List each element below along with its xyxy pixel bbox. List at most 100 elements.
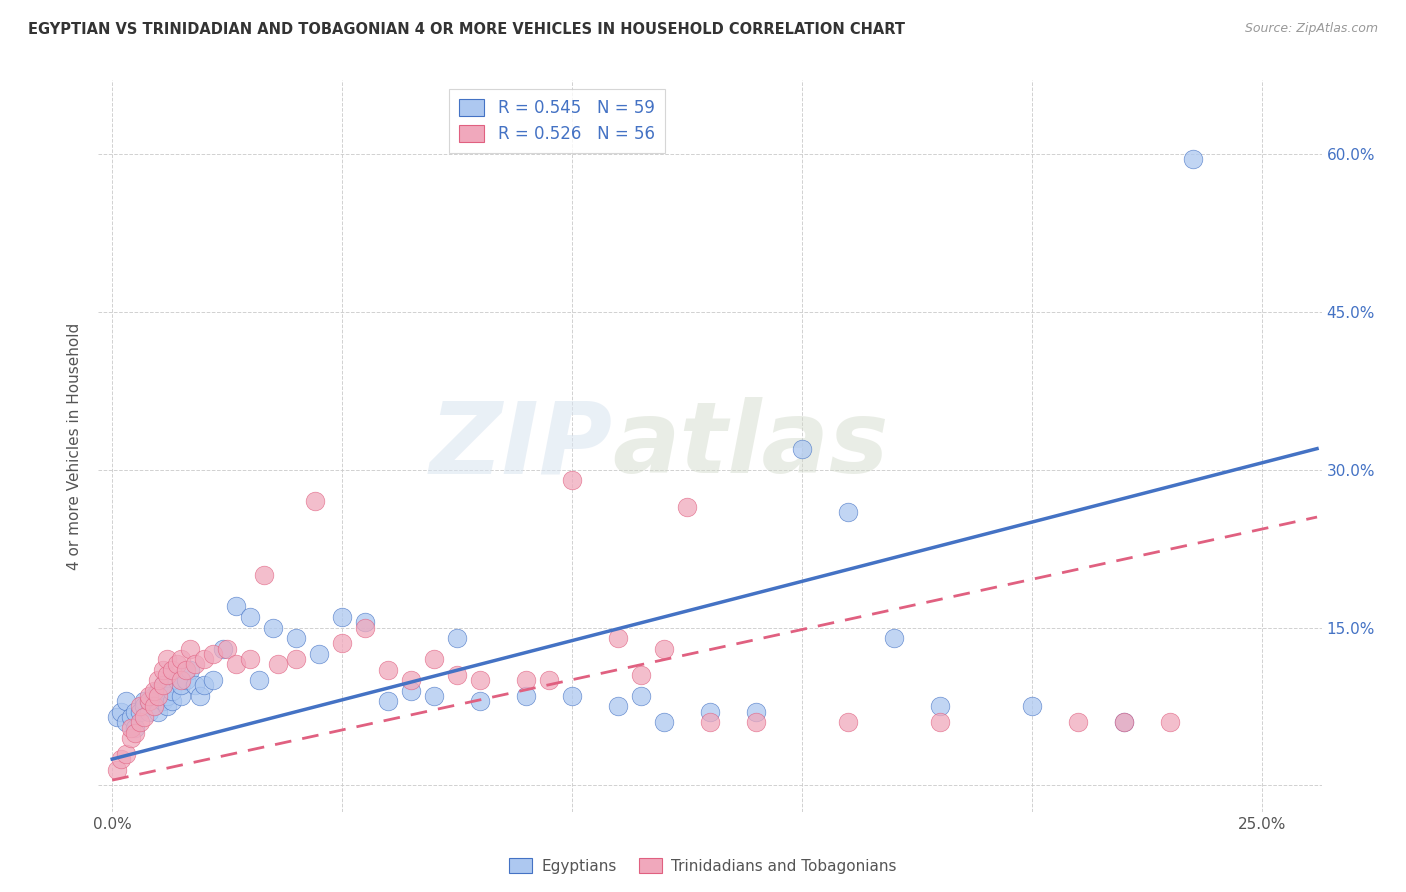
Point [124,726,146,740]
Point [152,694,174,708]
Point [170,689,193,703]
Legend: Egyptians, Trinidadians and Tobagonians: Egyptians, Trinidadians and Tobagonians [503,852,903,880]
Point [156,689,179,703]
Point [790,442,813,456]
Point [1112,715,1135,730]
Point [211,641,233,656]
Point [152,678,174,692]
Point [115,694,138,708]
Point [156,668,179,682]
Point [247,673,270,688]
Point [105,763,128,777]
Point [423,689,446,703]
Point [152,678,174,692]
Point [138,705,160,719]
Point [134,699,156,714]
Point [837,505,859,519]
Point [142,699,165,714]
Point [174,673,197,688]
Point [202,673,225,688]
Point [142,699,165,714]
Point [156,652,179,666]
Point [156,699,179,714]
Point [1067,715,1090,730]
Point [174,663,197,677]
Point [142,689,165,703]
Text: Source: ZipAtlas.com: Source: ZipAtlas.com [1244,22,1378,36]
Point [138,689,160,703]
Point [630,668,652,682]
Point [193,678,215,692]
Point [745,715,768,730]
Point [105,710,128,724]
Point [304,494,326,508]
Legend: R = 0.545   N = 59, R = 0.526   N = 56: R = 0.545 N = 59, R = 0.526 N = 56 [450,88,665,153]
Point [160,694,183,708]
Point [184,678,207,692]
Point [745,705,768,719]
Point [354,621,377,635]
Point [142,683,165,698]
Point [1021,699,1043,714]
Point [837,715,859,730]
Point [124,721,146,735]
Point [128,705,150,719]
Point [184,657,207,672]
Point [166,657,188,672]
Point [929,699,952,714]
Point [699,715,721,730]
Point [160,683,183,698]
Point [120,731,142,745]
Point [262,621,284,635]
Point [399,683,422,698]
Text: EGYPTIAN VS TRINIDADIAN AND TOBAGONIAN 4 OR MORE VEHICLES IN HOUSEHOLD CORRELATI: EGYPTIAN VS TRINIDADIAN AND TOBAGONIAN 4… [28,22,905,37]
Point [308,647,330,661]
Point [110,705,132,719]
Point [377,663,399,677]
Point [330,610,353,624]
Point [652,641,675,656]
Point [239,610,262,624]
Point [148,705,170,719]
Point [515,673,537,688]
Point [193,652,215,666]
Point [377,694,399,708]
Point [124,705,146,719]
Point [1112,715,1135,730]
Point [138,694,160,708]
Point [179,663,201,677]
Point [330,636,353,650]
Point [148,683,170,698]
Point [179,641,201,656]
Point [138,694,160,708]
Point [217,641,239,656]
Point [115,715,138,730]
Point [1181,152,1204,166]
Point [699,705,721,719]
Point [128,715,150,730]
Point [285,631,308,645]
Point [607,699,630,714]
Point [170,673,193,688]
Point [166,673,188,688]
Point [423,652,446,666]
Point [253,568,276,582]
Point [561,689,583,703]
Point [607,631,630,645]
Point [285,652,308,666]
Point [468,694,491,708]
Point [354,615,377,630]
Y-axis label: 4 or more Vehicles in Household: 4 or more Vehicles in Household [67,322,83,570]
Point [152,663,174,677]
Point [1159,715,1181,730]
Point [170,652,193,666]
Point [148,689,170,703]
Text: atlas: atlas [612,398,889,494]
Point [134,694,156,708]
Point [446,668,468,682]
Point [267,657,290,672]
Point [630,689,652,703]
Point [202,647,225,661]
Point [446,631,468,645]
Point [561,473,583,487]
